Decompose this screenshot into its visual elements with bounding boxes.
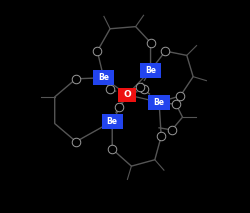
Point bbox=[138, 86, 142, 89]
FancyBboxPatch shape bbox=[102, 114, 123, 129]
Point bbox=[108, 88, 112, 91]
Point bbox=[116, 105, 120, 108]
Text: Be: Be bbox=[107, 117, 118, 126]
Point bbox=[110, 147, 114, 151]
Point bbox=[95, 49, 99, 53]
Point bbox=[170, 128, 174, 132]
Text: Be: Be bbox=[98, 73, 109, 82]
FancyBboxPatch shape bbox=[93, 70, 114, 85]
Text: O: O bbox=[123, 90, 131, 99]
Point bbox=[178, 94, 182, 98]
Point bbox=[164, 49, 168, 53]
Point bbox=[159, 135, 163, 138]
FancyBboxPatch shape bbox=[148, 95, 170, 110]
FancyBboxPatch shape bbox=[140, 63, 161, 78]
Point bbox=[174, 103, 178, 106]
FancyBboxPatch shape bbox=[118, 88, 136, 102]
Text: Be: Be bbox=[154, 98, 164, 107]
Point bbox=[74, 140, 78, 143]
Point bbox=[142, 88, 146, 91]
Text: Be: Be bbox=[145, 66, 156, 75]
Point bbox=[148, 41, 152, 44]
Point bbox=[74, 77, 78, 81]
